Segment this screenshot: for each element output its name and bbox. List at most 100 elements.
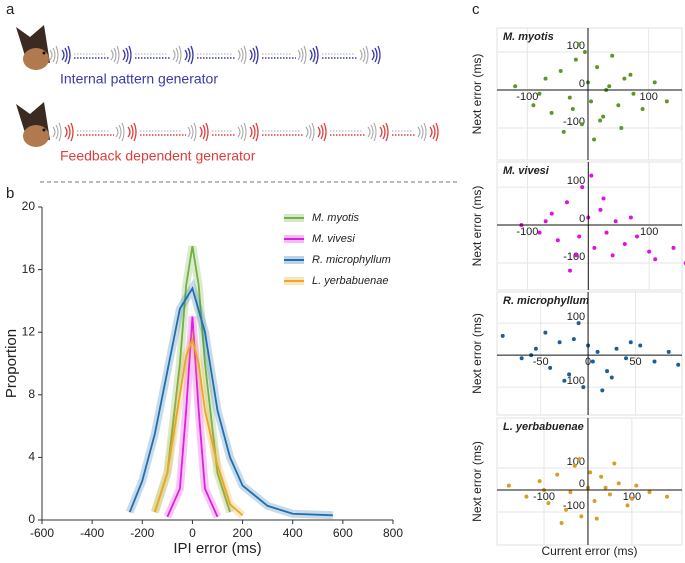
point: [616, 103, 621, 108]
point: [572, 463, 577, 468]
point: [622, 242, 627, 247]
plot-frame: [496, 27, 683, 161]
echo-wave: [193, 122, 197, 142]
point: [634, 234, 639, 239]
point: [574, 253, 579, 258]
plot-title: M. myotis: [503, 31, 554, 43]
echo-wave: [420, 124, 424, 140]
point: [647, 249, 652, 254]
bat-eye: [42, 128, 46, 132]
point: [589, 173, 594, 178]
sound-wave: [133, 122, 137, 142]
x-tick-label: -200: [130, 526, 154, 540]
y-tick-label: -100: [563, 375, 585, 387]
point: [567, 372, 572, 377]
point: [543, 330, 548, 335]
point: [577, 234, 582, 239]
echo-wave: [417, 126, 421, 138]
point: [579, 514, 584, 519]
point: [561, 129, 566, 134]
echo-wave: [423, 122, 427, 142]
point: [506, 483, 511, 488]
sound-wave: [255, 122, 259, 142]
sound-wave: [315, 45, 319, 65]
echo-wave: [113, 47, 117, 63]
x-tick-label: -100: [516, 226, 538, 238]
point: [671, 245, 676, 250]
sound-wave: [309, 49, 313, 61]
y-tick-label: 16: [22, 262, 36, 276]
point: [592, 498, 597, 503]
x-tick-label: 50: [629, 356, 641, 368]
echo-wave: [175, 47, 179, 63]
point: [581, 385, 586, 390]
x-tick-label: 400: [283, 526, 303, 540]
point: [628, 215, 633, 220]
point: [647, 490, 652, 495]
sound-wave: [187, 47, 191, 63]
point: [564, 200, 569, 205]
x-axis-label: IPI error (ms): [173, 540, 261, 557]
point: [604, 230, 609, 235]
x-tick-label: -600: [30, 526, 54, 540]
echo-wave: [58, 122, 62, 142]
plot-frame: [496, 291, 683, 416]
point: [531, 103, 536, 108]
bat-eye: [42, 51, 46, 55]
sound-wave: [429, 126, 433, 138]
point: [573, 57, 578, 62]
y-tick-label: 0: [579, 78, 585, 90]
echo-wave: [115, 126, 119, 138]
y-tick-label: 0: [579, 213, 585, 225]
echo-wave: [367, 126, 371, 138]
y-axis-label: Next error (ms): [470, 313, 484, 394]
point: [640, 107, 645, 112]
series-line: [153, 337, 244, 516]
point: [616, 481, 621, 486]
point: [543, 76, 548, 81]
point: [513, 84, 518, 89]
plot-title: R. microphyllum: [503, 295, 589, 307]
point: [652, 80, 657, 85]
point: [590, 359, 595, 364]
y-tick-label: -100: [563, 500, 585, 512]
echo-wave: [110, 49, 114, 61]
point: [629, 496, 634, 501]
x-tick-label: 100: [639, 91, 657, 103]
plot-title: L. yerbabuenae: [503, 421, 584, 433]
y-tick-label: 8: [28, 387, 35, 401]
sound-wave: [249, 126, 253, 138]
point: [537, 230, 542, 235]
point: [548, 365, 553, 370]
sound-wave: [323, 122, 327, 142]
point: [605, 369, 610, 374]
echo-wave: [373, 122, 377, 142]
y-tick-label: 4: [28, 450, 35, 464]
echo-wave: [240, 124, 244, 140]
point: [612, 461, 617, 466]
point: [588, 470, 593, 475]
x-axis-label: Current error (ms): [541, 544, 637, 558]
point: [580, 185, 585, 190]
sound-wave: [67, 45, 71, 65]
generator-label: Internal pattern generator: [60, 71, 218, 87]
point: [610, 53, 615, 58]
point: [567, 95, 572, 100]
bat-body: [23, 48, 49, 70]
point: [610, 253, 615, 258]
x-tick-label: 800: [383, 526, 403, 540]
panel-label: a: [6, 1, 15, 18]
point: [613, 219, 618, 224]
sound-wave: [128, 45, 132, 65]
x-tick-label: 600: [333, 526, 353, 540]
point: [601, 196, 606, 201]
point: [664, 99, 669, 104]
echo-wave: [237, 49, 241, 61]
echo-wave: [308, 124, 312, 140]
point: [579, 122, 584, 127]
sound-wave: [320, 124, 324, 140]
point: [601, 114, 606, 119]
plot-title: M. vivesi: [503, 165, 550, 177]
generator-label: Feedback dependent generator: [60, 148, 256, 164]
point: [524, 494, 529, 499]
